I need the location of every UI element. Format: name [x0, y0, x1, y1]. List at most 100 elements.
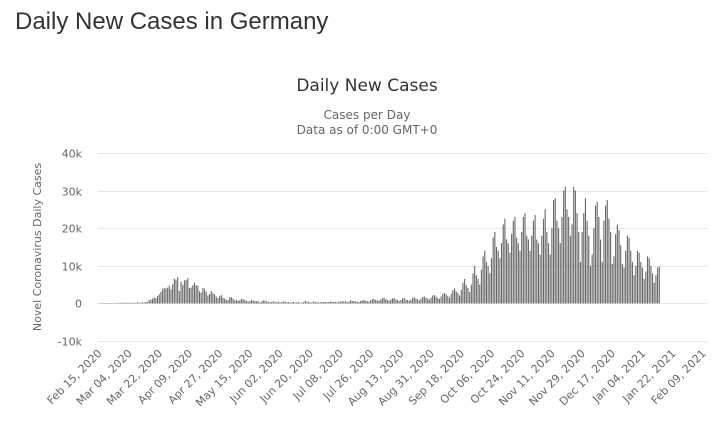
bar	[467, 287, 469, 304]
bar	[497, 250, 499, 304]
bar	[638, 252, 640, 304]
bar	[282, 301, 284, 304]
bar	[527, 239, 529, 304]
bar	[224, 298, 226, 304]
bar	[475, 275, 477, 304]
bar	[309, 302, 311, 304]
bar	[596, 201, 598, 304]
bar	[341, 301, 343, 304]
bar	[150, 299, 152, 304]
bar	[594, 205, 597, 304]
bar	[125, 302, 127, 304]
bar	[551, 228, 553, 304]
bar	[277, 301, 279, 304]
bar	[526, 235, 528, 304]
bar	[433, 295, 435, 304]
bar	[529, 250, 531, 304]
bar	[301, 302, 303, 304]
bar	[316, 302, 318, 304]
bar	[222, 297, 224, 304]
bar	[393, 298, 395, 304]
bar	[517, 243, 519, 304]
bar	[415, 298, 417, 304]
bar	[509, 252, 511, 304]
bar	[163, 287, 165, 304]
bar	[271, 301, 273, 304]
bar	[593, 228, 595, 304]
bar	[626, 235, 628, 304]
bar	[450, 294, 452, 304]
bar	[219, 296, 221, 304]
bar	[192, 285, 194, 304]
bar	[286, 302, 288, 304]
bar	[225, 299, 227, 304]
bar	[487, 265, 489, 304]
bar	[220, 294, 222, 304]
bar	[633, 275, 635, 304]
bar	[188, 287, 190, 304]
bar	[334, 301, 336, 304]
bar	[143, 302, 145, 304]
bar	[482, 256, 484, 304]
bar	[542, 218, 545, 304]
bar	[428, 299, 430, 304]
bar	[378, 300, 380, 304]
bar	[620, 245, 622, 304]
bar	[349, 300, 352, 304]
bar	[495, 247, 498, 304]
bar	[437, 297, 439, 304]
bar	[412, 297, 414, 304]
bar	[167, 287, 169, 304]
bar	[631, 262, 633, 304]
bar	[198, 291, 201, 304]
bar	[553, 200, 555, 304]
bar	[563, 190, 565, 304]
bar	[574, 190, 576, 304]
bar	[292, 301, 295, 304]
bar	[554, 198, 556, 304]
bar	[541, 235, 543, 304]
bar	[578, 231, 580, 304]
bar	[457, 292, 459, 304]
bar	[479, 284, 481, 304]
bar	[401, 298, 404, 304]
bar	[267, 301, 269, 304]
bar	[396, 300, 399, 304]
bar	[324, 301, 326, 304]
bar	[636, 250, 639, 304]
bar	[390, 299, 392, 304]
bar	[653, 282, 655, 304]
bar	[460, 290, 462, 304]
bar	[346, 301, 348, 304]
bar	[391, 298, 394, 304]
bar	[442, 294, 444, 304]
y-tick-label: 10k	[62, 261, 83, 274]
bar	[601, 262, 603, 304]
bar	[135, 302, 137, 304]
bar	[266, 301, 268, 304]
bar	[494, 231, 496, 304]
bar	[549, 254, 551, 304]
bar	[151, 298, 154, 304]
bar	[371, 299, 373, 304]
bar	[534, 215, 536, 304]
bar	[625, 250, 627, 304]
bar	[420, 298, 422, 304]
bar	[215, 296, 217, 304]
bar	[274, 302, 276, 304]
bar	[376, 300, 378, 304]
bar	[522, 216, 524, 304]
bar	[430, 297, 432, 304]
bar	[480, 269, 482, 304]
bar	[311, 302, 313, 304]
y-axis-ticks: 40k 30k 20k 10k 0 -10k	[58, 148, 83, 349]
bar	[459, 295, 461, 304]
bar	[655, 275, 657, 304]
bar	[615, 233, 617, 304]
bar	[168, 285, 170, 304]
bar	[355, 301, 357, 304]
bar	[621, 263, 623, 304]
bar	[321, 301, 323, 304]
